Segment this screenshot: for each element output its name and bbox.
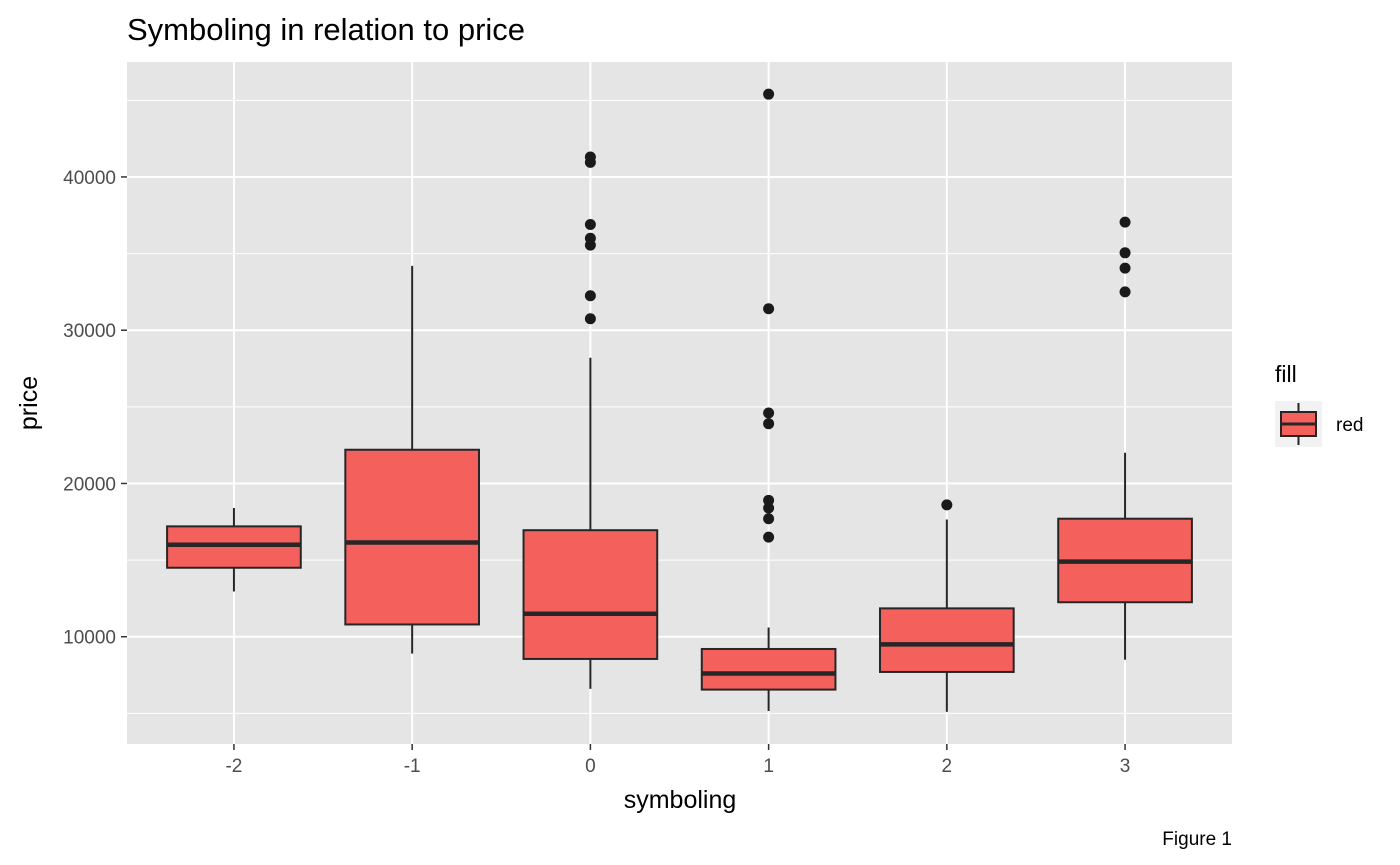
box-iqr — [522, 529, 659, 660]
box-group — [1057, 216, 1193, 660]
outlier-point — [584, 232, 596, 244]
outlier-point — [1119, 286, 1131, 298]
outlier-point — [763, 303, 775, 315]
box-iqr — [879, 607, 1015, 673]
y-tick-label: 30000 — [63, 321, 116, 342]
figure-caption: Figure 1 — [1162, 829, 1232, 850]
outlier-point — [584, 313, 596, 325]
x-tick-label: 1 — [763, 756, 774, 777]
legend: fill red — [1275, 361, 1363, 447]
box-group — [522, 151, 659, 689]
outlier-point — [584, 290, 596, 302]
legend-title: fill — [1275, 361, 1297, 387]
outlier-point — [763, 418, 775, 430]
y-tick-label: 40000 — [63, 168, 116, 189]
box-group — [700, 88, 837, 712]
x-axis-title: symboling — [624, 786, 737, 814]
x-tick-label: 0 — [585, 756, 596, 777]
y-tick-label: 20000 — [63, 474, 116, 495]
grid-minor — [127, 99, 1232, 714]
box-iqr — [166, 525, 302, 569]
legend-label: red — [1336, 415, 1363, 436]
outlier-point — [941, 499, 953, 511]
outlier-point — [763, 513, 775, 525]
outlier-point — [763, 502, 775, 514]
box-iqr — [344, 448, 480, 626]
y-axis-title: price — [15, 376, 43, 430]
outlier-point — [584, 151, 596, 163]
outlier-point — [1119, 216, 1131, 228]
box-group — [344, 265, 480, 654]
boxes-layer — [166, 88, 1193, 712]
box-group — [879, 499, 1015, 712]
y-tick-label: 10000 — [63, 628, 116, 649]
outlier-point — [584, 218, 596, 230]
box-iqr — [700, 647, 837, 691]
outlier-point — [763, 531, 775, 543]
x-axis: -2 -1 0 1 2 3 — [225, 744, 1130, 777]
outlier-point — [763, 494, 775, 506]
outlier-point — [763, 88, 775, 100]
outlier-point — [763, 407, 775, 419]
outlier-point — [1119, 262, 1131, 274]
x-tick-label: -2 — [225, 756, 242, 777]
x-tick-label: 2 — [942, 756, 953, 777]
plot-panel — [127, 62, 1232, 744]
x-tick-label: 3 — [1120, 756, 1131, 777]
box-group — [166, 507, 302, 592]
outlier-point — [1119, 247, 1131, 259]
chart-title: Symboling in relation to price — [127, 12, 525, 47]
y-axis: 10000 20000 30000 40000 — [63, 168, 127, 649]
x-tick-label: -1 — [404, 756, 421, 777]
